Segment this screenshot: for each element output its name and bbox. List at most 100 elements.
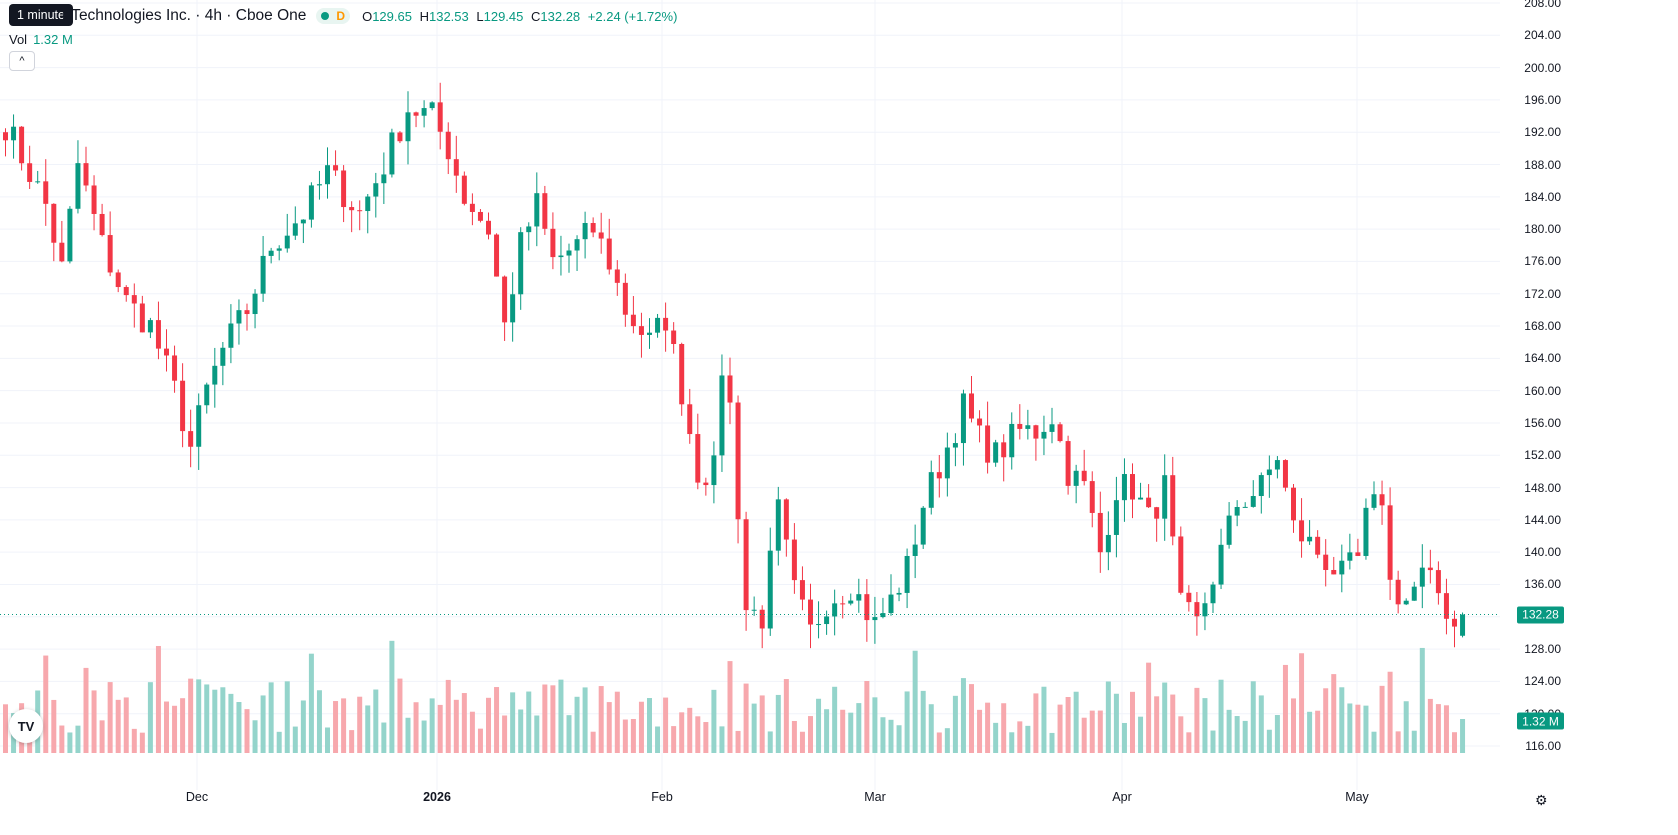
price-axis-label: 176.00 [1524,254,1561,269]
candle [993,442,999,463]
gear-icon[interactable]: ⚙ [1535,792,1548,808]
volume-bar [75,725,81,753]
volume-bar [365,705,371,753]
volume-bar [349,730,355,753]
volume-bar [1435,704,1441,753]
volume-bar [405,717,411,753]
high-value: 132.53 [428,8,469,24]
candle [1033,425,1039,439]
tradingview-logo[interactable]: TV [9,709,43,743]
volume-bar [477,728,483,753]
volume-bar [816,698,822,753]
volume-bar [1411,730,1417,753]
volume-bar [1001,703,1007,753]
volume-bar [1315,710,1321,753]
volume-bar [622,719,628,753]
candle [164,348,169,356]
volume-bar [687,707,693,753]
volume-bar [751,703,757,753]
candle [960,393,966,444]
volume-bar [912,650,918,753]
candle [622,282,628,315]
candle [679,343,685,405]
candle [638,326,644,335]
volume-bar [582,687,588,753]
time-axis-label: Feb [651,790,673,804]
volume-bar [518,709,524,753]
candle [574,239,580,251]
volume-bar [139,732,145,753]
candle [429,102,435,109]
candle [928,472,934,508]
candle [558,255,564,258]
candle [743,519,749,611]
candle [421,108,427,116]
volume-bar [115,699,121,753]
symbol-title[interactable]: r Technologies Inc. · 4h · Cboe One [62,7,307,24]
price-axis-label: 204.00 [1524,28,1561,43]
candle [1202,603,1208,617]
volume-bar [767,731,773,753]
candle [1089,481,1095,513]
time-axis-label: 2026 [423,790,451,804]
volume-bar [1291,698,1296,753]
candle [1162,475,1168,519]
candle [437,102,443,132]
candle [1065,441,1071,486]
candle [325,165,330,185]
volume-bar [1250,681,1256,753]
candle [1170,475,1176,537]
candle [727,375,733,403]
volume-bar [952,695,958,753]
candle [196,405,202,447]
candle [1427,567,1433,571]
volume-bar [1081,717,1087,753]
candle [172,355,178,381]
candle [1315,536,1321,555]
volume-bar [147,682,153,753]
candle [872,617,878,621]
volume-bar [743,683,749,753]
candle [896,592,902,595]
candle [751,609,757,611]
candle [1299,520,1305,542]
candle [1025,425,1031,429]
price-axis[interactable]: 208.00 204.00 200.00 196.00 192.00 188.00 184.… [1500,0,1578,790]
volume-bar [719,726,725,753]
volume-bar [1097,710,1103,753]
volume-bar [799,731,805,753]
candle [220,347,226,366]
volume-bar [759,695,765,753]
change-value: +2.24 (+1.72%) [587,8,678,24]
volume-bar [228,693,234,753]
candle [397,132,403,142]
volume-bar [848,712,854,753]
candle [1363,507,1369,556]
time-axis-label: Apr [1112,790,1132,804]
time-axis-label: Dec [185,790,209,804]
collapse-legend-button[interactable]: ^ [9,51,35,71]
volume-bar [671,726,677,753]
candle [775,499,781,551]
candles [3,82,1466,649]
candle [880,613,886,618]
volume-bar [437,704,443,753]
last-price-tag: 132.28 [1517,606,1564,624]
candle [1460,614,1466,636]
candle [1452,618,1457,627]
volume-bar [655,726,661,753]
candle [695,434,701,483]
candle [405,112,411,142]
candle [687,404,693,435]
price-axis-label: 172.00 [1524,286,1561,301]
price-axis-label: 128.00 [1524,642,1561,657]
candle [188,431,194,447]
candle [969,393,974,419]
candle [598,232,604,239]
market-status[interactable]: D [316,8,351,24]
open-value: 129.65 [372,8,412,24]
volume-bar [325,727,330,753]
volume-legend: Vol 1.32 M [9,32,73,47]
volume-bar [494,687,500,753]
